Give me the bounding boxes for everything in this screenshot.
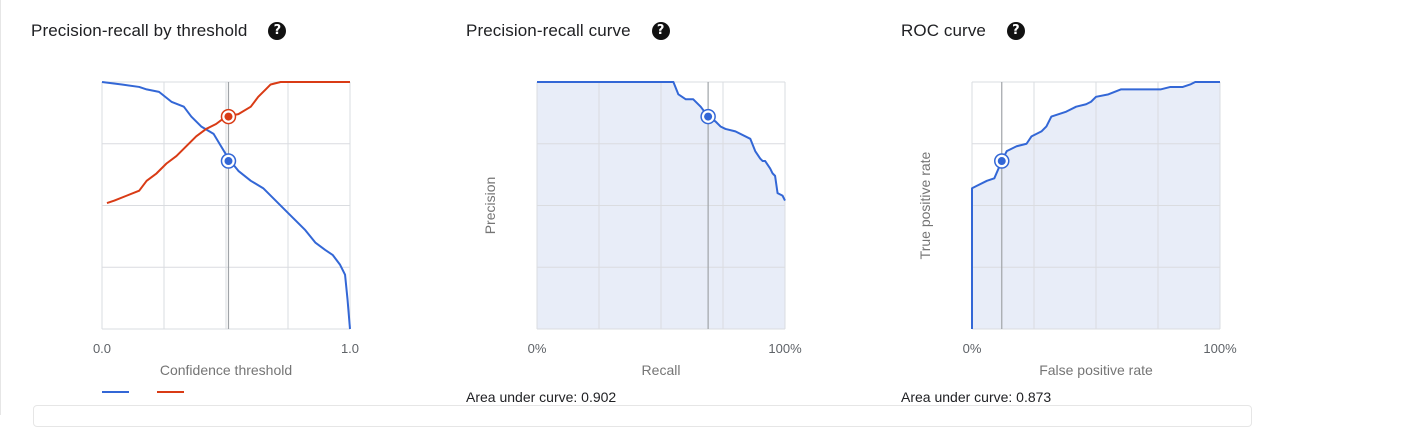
legend-swatch-blue [102,391,129,393]
precision-recall-chart[interactable]: 0% 100% Recall Precision [466,0,886,415]
auc-text: Area under curve: 0.873 [901,389,1052,405]
x-tick-label: 0% [528,341,547,356]
legend-swatch-red [157,391,184,393]
x-tick-label: 100% [768,341,802,356]
x-axis-label: Confidence threshold [160,362,292,378]
series-line-0 [971,81,1220,329]
series-line-0 [101,81,351,330]
question-circle-icon[interactable]: ? [268,22,287,40]
x-tick-label: 1.0 [341,341,359,356]
panel-title-text: ROC curve [901,21,986,40]
x-axis-label: False positive rate [1039,362,1153,378]
marker-dot [224,112,233,121]
panel-title: Precision-recall curve ? [466,21,670,41]
x-tick-label: 0.0 [93,341,111,356]
question-circle-icon[interactable]: ? [1006,22,1025,40]
y-axis-label: True positive rate [917,151,933,259]
marker-dot [224,157,233,166]
marker-dot [704,112,713,121]
y-axis-label: Precision [482,177,498,235]
panel-title: Precision-recall by threshold ? [31,21,287,41]
precision-recall-by-threshold-panel: Precision-recall by threshold ? 0.0 1.0 Co… [31,0,451,415]
series-line-0 [537,81,786,202]
panel-title: ROC curve ? [901,21,1025,41]
panel-title-text: Precision-recall by threshold [31,21,248,40]
x-tick-label: 100% [1203,341,1237,356]
details-card [33,405,1252,427]
x-axis-label: Recall [642,362,681,378]
precision-recall-curve-panel: Precision-recall curve ? 0% 100% Recall Pre… [466,0,886,415]
panel-title-text: Precision-recall curve [466,21,631,40]
auc-text: Area under curve: 0.902 [466,389,617,405]
left-border [0,0,1,415]
series-line-1 [106,81,350,204]
roc-chart[interactable]: 0% 100% False positive rate True positive r… [901,0,1321,415]
marker-dot [997,157,1006,166]
roc-curve-panel: ROC curve ? 0% 100% False positive rate Tru… [901,0,1321,415]
threshold-chart[interactable]: 0.0 1.0 Confidence threshold [31,0,451,415]
question-circle-icon[interactable]: ? [651,22,670,40]
x-tick-label: 0% [963,341,982,356]
